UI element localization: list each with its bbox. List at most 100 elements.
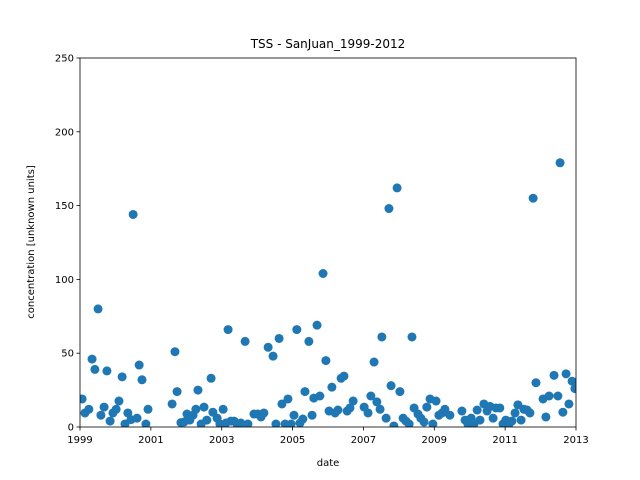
- point: [339, 371, 349, 381]
- point: [137, 375, 147, 385]
- point: [80, 394, 87, 404]
- point: [333, 405, 343, 415]
- point: [327, 382, 337, 392]
- point: [292, 325, 302, 335]
- point: [167, 399, 177, 409]
- point: [206, 373, 216, 383]
- point: [141, 419, 151, 427]
- point: [381, 413, 391, 423]
- x-axis-label: date: [317, 458, 340, 469]
- y-tick-label: 250: [55, 54, 74, 65]
- x-tick-label: 2009: [422, 435, 447, 446]
- point: [259, 408, 269, 418]
- point: [558, 407, 568, 417]
- point: [243, 419, 253, 427]
- point: [84, 404, 94, 414]
- x-tick-label: 2003: [209, 435, 234, 446]
- y-tick-label: 0: [68, 423, 74, 434]
- point: [419, 417, 429, 427]
- y-axis-label: concentration [unknown units]: [26, 165, 37, 319]
- x-tick-label: 2001: [138, 435, 163, 446]
- point: [348, 396, 358, 406]
- point: [218, 404, 228, 414]
- point: [277, 399, 287, 409]
- point: [268, 351, 278, 361]
- point: [372, 397, 382, 407]
- point: [271, 419, 281, 427]
- point: [553, 391, 563, 401]
- point: [102, 366, 112, 376]
- point: [199, 402, 209, 412]
- points: [80, 158, 576, 427]
- y-tick-label: 150: [55, 201, 74, 212]
- point: [274, 333, 284, 343]
- point: [96, 410, 106, 420]
- point: [495, 403, 505, 413]
- point: [298, 414, 308, 424]
- point: [283, 394, 293, 404]
- point: [87, 354, 97, 364]
- point: [363, 408, 373, 418]
- point: [345, 403, 355, 413]
- point: [428, 419, 438, 427]
- y-tick-label: 100: [55, 275, 74, 286]
- point: [304, 336, 314, 346]
- point: [567, 376, 576, 386]
- point: [510, 408, 520, 418]
- point: [369, 357, 379, 367]
- point: [307, 410, 317, 420]
- point: [472, 405, 482, 415]
- point: [90, 364, 100, 374]
- point: [289, 410, 299, 420]
- point: [117, 372, 127, 382]
- point: [561, 369, 571, 379]
- point: [191, 404, 201, 414]
- point: [321, 356, 331, 366]
- point: [389, 421, 399, 427]
- y-tick-label: 200: [55, 127, 74, 138]
- point: [407, 332, 417, 342]
- point: [445, 410, 455, 420]
- point: [564, 399, 574, 409]
- point: [132, 413, 142, 423]
- point: [300, 387, 310, 397]
- point: [286, 419, 296, 427]
- x-tick-label: 2011: [492, 435, 517, 446]
- point: [544, 391, 554, 401]
- point: [531, 378, 541, 388]
- x-tick-label: 2005: [280, 435, 305, 446]
- point: [386, 381, 396, 391]
- point: [128, 209, 138, 219]
- point: [422, 402, 432, 412]
- point: [114, 396, 124, 406]
- point: [240, 336, 250, 346]
- point: [395, 387, 405, 397]
- point: [377, 332, 387, 342]
- point: [111, 404, 121, 414]
- point: [392, 183, 402, 193]
- point: [93, 304, 103, 314]
- point: [318, 268, 328, 278]
- point: [475, 415, 485, 425]
- point: [488, 413, 498, 423]
- point: [516, 415, 526, 425]
- point: [555, 158, 565, 168]
- point: [431, 396, 441, 406]
- point: [375, 404, 385, 414]
- point: [170, 347, 180, 357]
- point: [384, 204, 394, 214]
- point: [223, 325, 233, 335]
- point: [315, 391, 325, 401]
- y-tick-label: 50: [61, 349, 74, 360]
- point: [525, 408, 535, 418]
- point: [143, 404, 153, 414]
- point: [440, 404, 450, 414]
- point: [105, 416, 115, 426]
- point: [236, 418, 246, 427]
- point: [193, 385, 203, 395]
- point: [541, 412, 551, 422]
- point: [528, 193, 538, 203]
- point: [172, 387, 182, 397]
